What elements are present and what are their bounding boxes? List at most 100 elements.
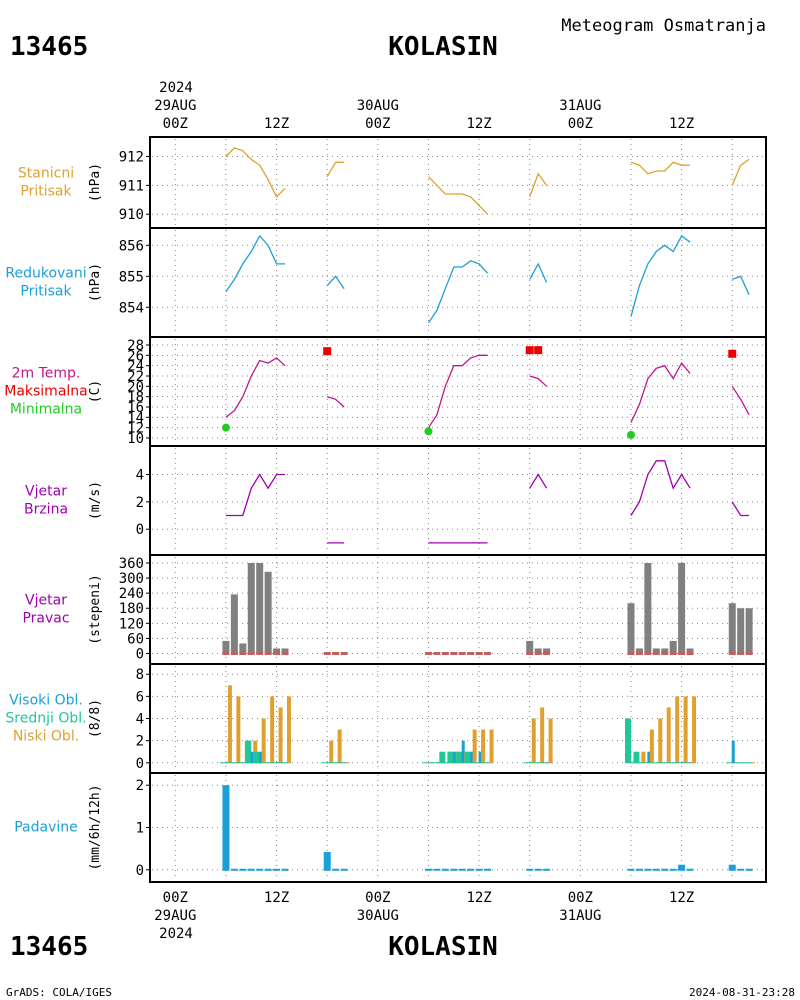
series-line — [630, 460, 691, 516]
y-axis-label: (hPa) — [88, 163, 103, 202]
panel-frame — [149, 445, 767, 556]
bottom-hour-label: 12Z — [264, 890, 289, 906]
bar-base — [323, 651, 331, 655]
bar-base — [686, 651, 694, 655]
side-label: Vjetar — [25, 593, 67, 609]
bar — [543, 648, 551, 654]
cloud-bar — [470, 751, 474, 763]
bar — [281, 648, 289, 654]
cloud-bar — [489, 729, 494, 763]
side-label: Padavine — [14, 820, 78, 836]
cloud-bar — [531, 718, 536, 763]
bar — [256, 563, 264, 654]
bar — [264, 571, 272, 654]
bar-base — [256, 651, 264, 655]
y-tick-label: 911 — [119, 178, 144, 194]
y-tick-label: 10 — [127, 431, 144, 447]
series-line — [529, 262, 548, 283]
bar-base — [678, 651, 686, 655]
panel-reduced_pressure: 854 855 856 (hPa)Redukovani Pritisak — [5, 227, 767, 338]
y-tick-label: 910 — [119, 207, 144, 223]
series-line — [326, 161, 345, 178]
tmin-marker — [626, 430, 635, 439]
bar — [635, 648, 643, 654]
bar-base — [661, 651, 669, 655]
panel-frame — [149, 227, 767, 338]
cloud-bar — [329, 740, 334, 763]
y-tick-label: 856 — [119, 238, 144, 254]
side-label: Minimalna — [10, 402, 82, 418]
bar-base — [627, 651, 635, 655]
y-tick-label: 0 — [136, 522, 144, 538]
bar-base — [484, 868, 492, 871]
cloud-bar — [647, 751, 651, 763]
tmax-marker — [728, 349, 737, 358]
y-axis-label: (stepeni) — [88, 574, 103, 644]
bar-base — [526, 868, 534, 871]
cloud-bar — [692, 696, 697, 763]
bar-base — [669, 868, 677, 871]
series-line — [225, 473, 285, 517]
bar-base — [526, 651, 534, 655]
bar-base — [467, 868, 475, 871]
series-line — [326, 275, 345, 290]
y-axis-label: (m/s) — [88, 481, 103, 520]
bar-base — [424, 651, 432, 655]
bar — [678, 864, 686, 870]
y-tick-label: 4 — [136, 712, 144, 728]
bar-base — [728, 651, 736, 655]
bar-base — [424, 868, 432, 871]
cloud-bar — [259, 751, 263, 763]
bottom-date-label: 29AUG — [154, 908, 196, 924]
bar-base — [230, 868, 238, 871]
series-line — [529, 473, 548, 489]
bar — [661, 648, 669, 654]
y-tick-label: 16 — [127, 400, 144, 416]
y-tick-label: 26 — [127, 348, 144, 364]
bar-base — [484, 651, 492, 655]
top-hour-label: 12Z — [669, 116, 694, 132]
bar-base — [450, 651, 458, 655]
bar — [222, 640, 230, 654]
bar-base — [222, 651, 230, 655]
bar — [247, 563, 255, 654]
bar-base — [433, 868, 441, 871]
cloud-bar — [464, 751, 471, 763]
tmin-marker — [424, 427, 433, 436]
bar-base — [467, 651, 475, 655]
y-tick-label: 120 — [119, 616, 144, 632]
cloud-bar — [456, 751, 463, 763]
bar-base — [273, 868, 281, 871]
bar-base — [332, 651, 340, 655]
top-hour-label: 12Z — [466, 116, 491, 132]
cloud-bar — [337, 729, 342, 763]
bar — [526, 640, 534, 654]
cloud-bar — [478, 751, 482, 763]
cloud-bar — [447, 751, 454, 763]
bar-base — [239, 868, 247, 871]
y-tick-label: 912 — [119, 150, 144, 166]
y-tick-label: 6 — [136, 689, 144, 705]
side-label: Niski Obl. — [13, 729, 79, 745]
bottom-time-axis: 00Z 12Z 00Z 12Z 00Z 12Z 29AUG 30AUG 31AUG — [154, 890, 694, 924]
cloud-bar — [683, 696, 688, 763]
bar-base — [678, 868, 686, 871]
bar-base — [534, 651, 542, 655]
cloud-bar — [658, 718, 663, 763]
series-line — [225, 234, 285, 293]
bar-base — [340, 651, 348, 655]
y-tick-label: 8 — [136, 667, 144, 683]
series-line — [630, 161, 691, 175]
series-line — [327, 396, 345, 408]
bar-base — [239, 651, 247, 655]
top-time-axis: 00Z 12Z 00Z 12Z 00Z 12Z 29AUG 30AUG 31AUG — [154, 98, 694, 132]
bar-base — [247, 868, 255, 871]
bar-base — [745, 868, 753, 871]
top-date-label: 30AUG — [357, 98, 399, 114]
bar-base — [256, 868, 264, 871]
bar — [627, 603, 635, 654]
bottom-hour-label: 00Z — [163, 890, 188, 906]
side-label: Stanicni — [18, 166, 74, 182]
cloud-bar — [270, 696, 275, 763]
